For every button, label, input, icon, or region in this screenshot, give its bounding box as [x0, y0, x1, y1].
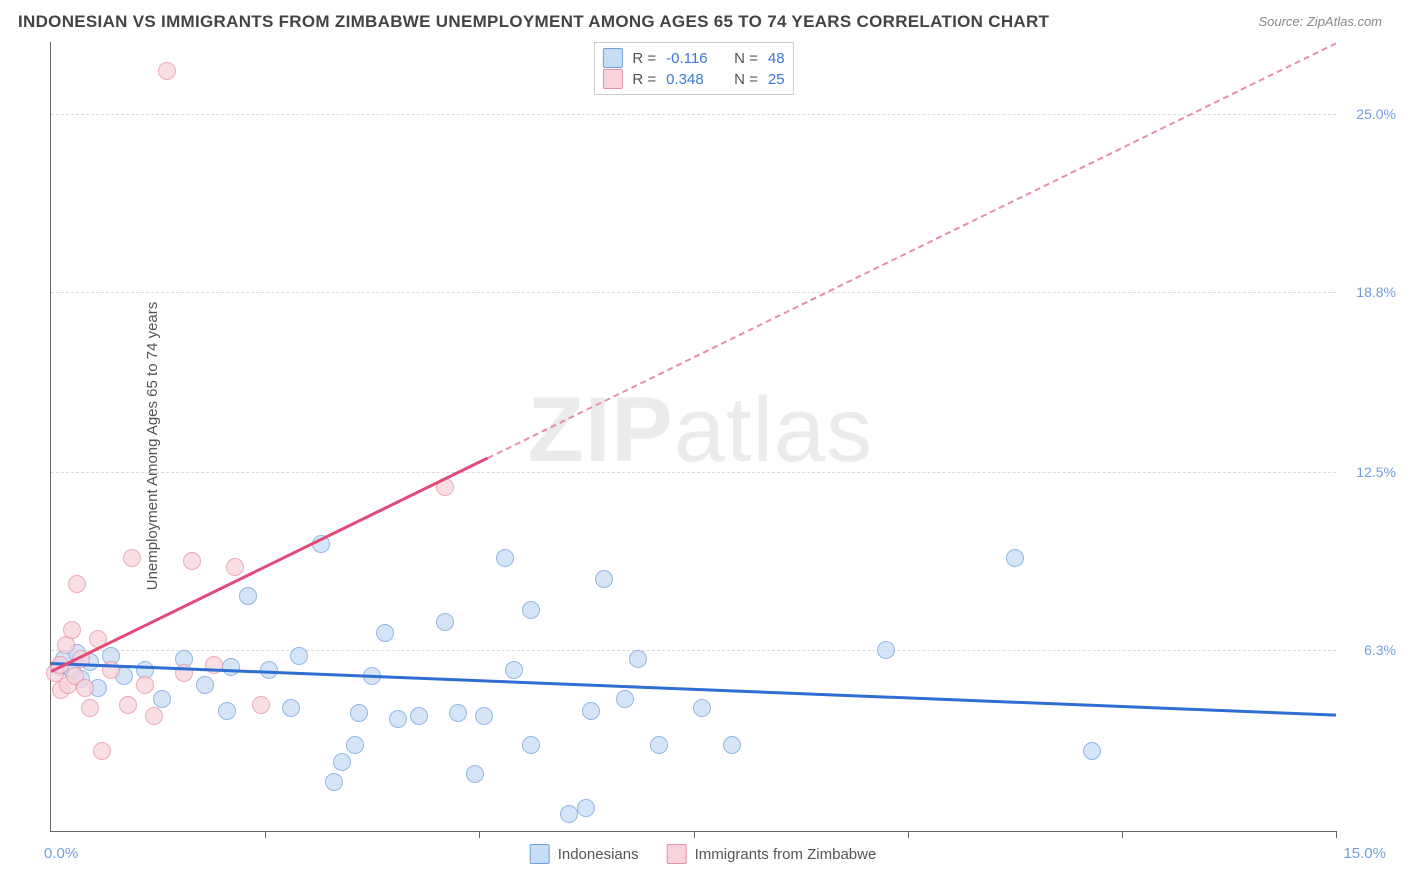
scatter-point-indonesians	[290, 647, 308, 665]
scatter-point-indonesians	[616, 690, 634, 708]
legend-item-zimbabwe: Immigrants from Zimbabwe	[667, 844, 877, 864]
watermark-light: atlas	[674, 379, 873, 481]
scatter-point-indonesians	[350, 704, 368, 722]
scatter-point-indonesians	[282, 699, 300, 717]
scatter-point-zimbabwe	[76, 679, 94, 697]
scatter-point-indonesians	[346, 736, 364, 754]
n-value-indonesians: 48	[768, 50, 785, 67]
scatter-point-indonesians	[693, 699, 711, 717]
correlation-row-zimbabwe: R = 0.348 N = 25	[602, 69, 784, 89]
gridline	[51, 472, 1336, 473]
scatter-point-indonesians	[560, 805, 578, 823]
scatter-point-indonesians	[522, 736, 540, 754]
y-tick-label: 12.5%	[1344, 464, 1396, 480]
scatter-point-indonesians	[1083, 742, 1101, 760]
scatter-point-zimbabwe	[68, 575, 86, 593]
scatter-point-indonesians	[522, 601, 540, 619]
scatter-point-indonesians	[582, 702, 600, 720]
series-legend: Indonesians Immigrants from Zimbabwe	[530, 844, 877, 864]
scatter-point-indonesians	[333, 753, 351, 771]
scatter-point-indonesians	[629, 650, 647, 668]
scatter-point-indonesians	[153, 690, 171, 708]
legend-label-zimbabwe: Immigrants from Zimbabwe	[695, 846, 877, 863]
scatter-point-indonesians	[1006, 549, 1024, 567]
n-label: N =	[734, 71, 758, 88]
scatter-point-indonesians	[389, 710, 407, 728]
r-value-zimbabwe: 0.348	[666, 71, 718, 88]
scatter-point-indonesians	[449, 704, 467, 722]
x-axis-max-label: 15.0%	[1343, 845, 1386, 862]
legend-swatch-indonesians	[602, 48, 622, 68]
scatter-point-indonesians	[466, 765, 484, 783]
scatter-point-zimbabwe	[183, 552, 201, 570]
gridline	[51, 650, 1336, 651]
scatter-point-indonesians	[436, 613, 454, 631]
r-label: R =	[632, 50, 656, 67]
scatter-point-zimbabwe	[123, 549, 141, 567]
y-tick-label: 18.8%	[1344, 284, 1396, 300]
watermark-bold: ZIP	[528, 379, 674, 481]
scatter-point-indonesians	[410, 707, 428, 725]
scatter-point-indonesians	[239, 587, 257, 605]
scatter-point-indonesians	[877, 641, 895, 659]
r-label: R =	[632, 71, 656, 88]
scatter-point-zimbabwe	[81, 699, 99, 717]
scatter-point-indonesians	[723, 736, 741, 754]
watermark: ZIPatlas	[528, 378, 873, 483]
scatter-point-indonesians	[196, 676, 214, 694]
trendline-zimbabwe	[50, 457, 488, 673]
x-tick	[694, 831, 695, 838]
x-tick	[1122, 831, 1123, 838]
correlation-row-indonesians: R = -0.116 N = 48	[602, 48, 784, 68]
x-axis-min-label: 0.0%	[44, 845, 78, 862]
scatter-point-indonesians	[496, 549, 514, 567]
scatter-point-indonesians	[222, 658, 240, 676]
x-tick	[265, 831, 266, 838]
chart-source: Source: ZipAtlas.com	[1258, 14, 1382, 29]
scatter-point-indonesians	[325, 773, 343, 791]
y-tick-label: 25.0%	[1344, 106, 1396, 122]
y-tick-label: 6.3%	[1344, 642, 1396, 658]
gridline	[51, 292, 1336, 293]
scatter-point-zimbabwe	[145, 707, 163, 725]
scatter-point-zimbabwe	[119, 696, 137, 714]
x-tick	[908, 831, 909, 838]
scatter-point-zimbabwe	[93, 742, 111, 760]
scatter-point-indonesians	[505, 661, 523, 679]
scatter-point-zimbabwe	[158, 62, 176, 80]
scatter-point-zimbabwe	[63, 621, 81, 639]
scatter-point-zimbabwe	[252, 696, 270, 714]
scatter-point-zimbabwe	[136, 676, 154, 694]
x-tick	[479, 831, 480, 838]
chart-title: INDONESIAN VS IMMIGRANTS FROM ZIMBABWE U…	[18, 12, 1049, 32]
legend-item-indonesians: Indonesians	[530, 844, 639, 864]
scatter-point-indonesians	[218, 702, 236, 720]
n-value-zimbabwe: 25	[768, 71, 785, 88]
scatter-point-indonesians	[577, 799, 595, 817]
gridline	[51, 114, 1336, 115]
legend-swatch-zimbabwe	[602, 69, 622, 89]
r-value-indonesians: -0.116	[666, 50, 718, 67]
legend-label-indonesians: Indonesians	[558, 846, 639, 863]
scatter-point-indonesians	[376, 624, 394, 642]
correlation-legend: R = -0.116 N = 48 R = 0.348 N = 25	[593, 42, 793, 95]
plot-area: ZIPatlas R =-0.116N =48R =0.348N =25 6.3…	[50, 42, 1336, 832]
x-tick	[1336, 831, 1337, 838]
legend-swatch-zimbabwe	[667, 844, 687, 864]
n-label: N =	[734, 50, 758, 67]
scatter-point-indonesians	[650, 736, 668, 754]
legend-swatch-indonesians	[530, 844, 550, 864]
scatter-point-zimbabwe	[226, 558, 244, 576]
scatter-point-indonesians	[595, 570, 613, 588]
trendline-dashed-zimbabwe	[487, 42, 1336, 458]
scatter-point-indonesians	[475, 707, 493, 725]
